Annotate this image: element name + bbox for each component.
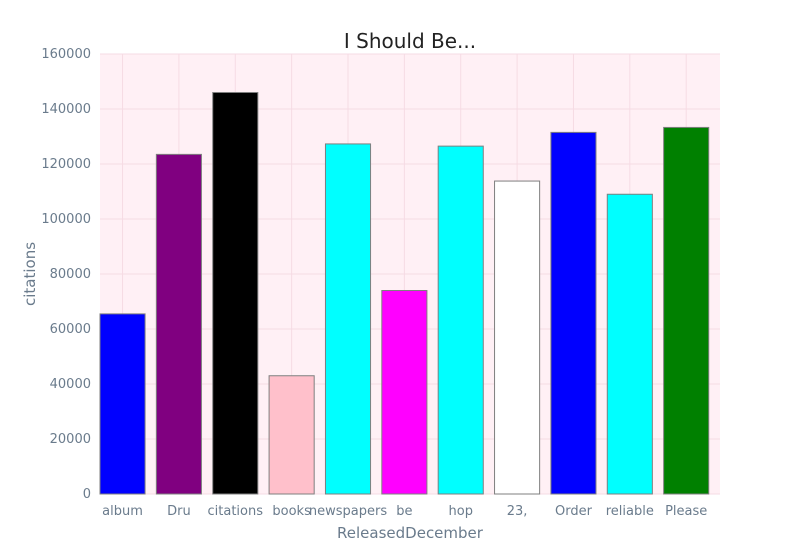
bar-23-7 [494, 180, 541, 495]
bar-reliable-9 [606, 193, 653, 495]
y-tick-label: 80000 [50, 267, 91, 282]
bar-newspapers-4 [324, 143, 372, 495]
bar-books-3 [268, 375, 315, 495]
y-tick-label: 100000 [41, 212, 91, 227]
bars [99, 92, 710, 495]
x-tick-label: album [102, 504, 143, 519]
x-tick-label: Order [555, 504, 593, 519]
bar-be-5 [381, 290, 428, 495]
bar-Please-10 [663, 126, 710, 495]
y-axis-ticks: 0 20000 40000 60000 80000 100000 120000 140000 1… [41, 47, 91, 502]
x-tick-label: hop [449, 504, 473, 519]
bar-citations-2 [212, 92, 259, 495]
x-tick-label: citations [208, 504, 264, 519]
x-axis-label: ReleasedDecember [337, 524, 484, 542]
y-tick-label: 20000 [50, 432, 91, 447]
y-tick-label: 40000 [50, 377, 91, 392]
x-tick-label: 23, [507, 504, 528, 519]
x-tick-label: reliable [606, 504, 654, 519]
x-tick-label: newspapers [309, 504, 387, 519]
y-tick-label: 120000 [41, 157, 91, 172]
chart-title: I Should Be... [344, 29, 476, 53]
y-tick-label: 160000 [41, 47, 91, 62]
bar-album-0 [99, 313, 146, 495]
x-tick-label: be [396, 504, 412, 519]
y-tick-label: 0 [83, 487, 91, 502]
y-tick-label: 60000 [50, 322, 91, 337]
y-tick-label: 140000 [41, 102, 91, 117]
x-tick-label: Dru [167, 504, 191, 519]
x-tick-label: books [272, 504, 311, 519]
y-axis-label: citations [21, 242, 39, 306]
x-tick-label: Please [665, 504, 707, 519]
bar-Dru-1 [155, 153, 202, 495]
bar-hop-6 [437, 145, 484, 495]
bar-Order-8 [550, 131, 597, 495]
